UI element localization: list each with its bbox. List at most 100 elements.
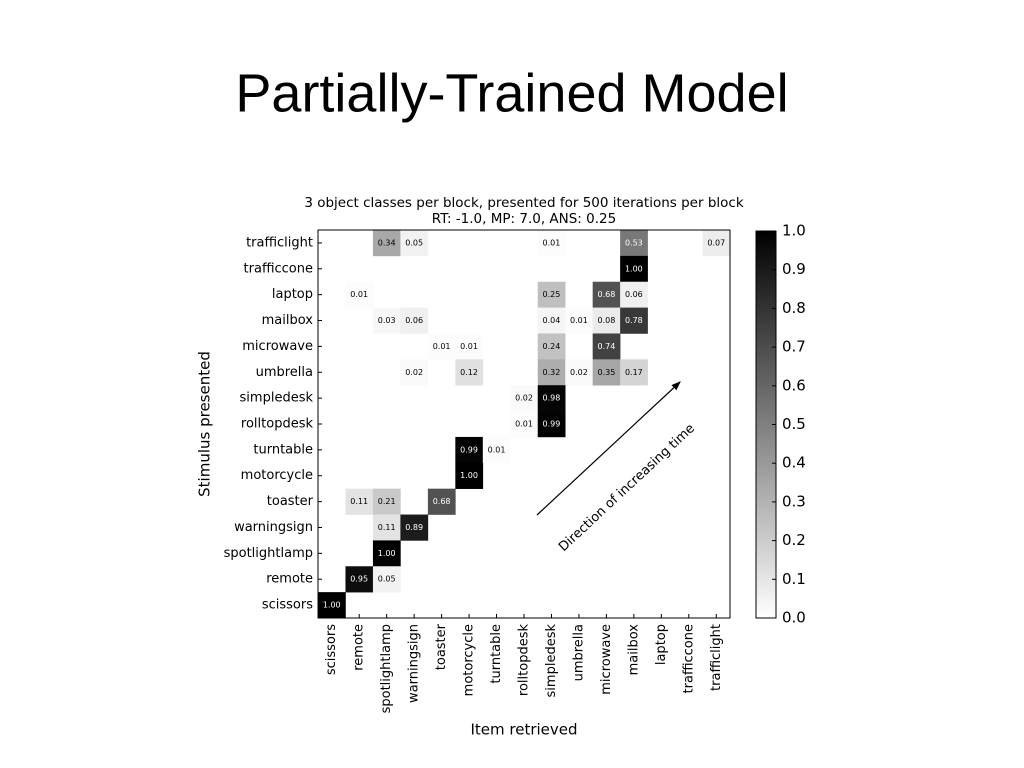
- colorbar-tick-label: 0.2: [782, 531, 806, 549]
- cell-label: 1.00: [625, 264, 643, 273]
- heat-cell: [318, 592, 346, 619]
- cell-label: 0.05: [378, 575, 396, 584]
- cell-label: 0.01: [543, 238, 561, 247]
- y-tick-label: trafficlight: [246, 235, 313, 250]
- y-tick-label: microwave: [242, 339, 313, 354]
- heat-cell: [537, 411, 566, 438]
- heat-cell: [455, 462, 484, 489]
- cell-label: 0.35: [597, 368, 615, 377]
- cell-label: 0.68: [433, 497, 451, 506]
- y-tick-label: motorcycle: [241, 468, 313, 483]
- heat-cell: [592, 359, 621, 386]
- y-tick-label: laptop: [272, 287, 313, 302]
- heat-cell: [372, 307, 401, 334]
- cell-label: 0.17: [625, 368, 643, 377]
- x-axis-label: Item retrieved: [470, 721, 577, 739]
- y-tick-label: trafficcone: [244, 261, 313, 276]
- heat-cell: [455, 436, 484, 464]
- cell-label: 0.05: [405, 238, 423, 247]
- cell-label: 0.12: [460, 368, 478, 377]
- cell-label: 0.07: [707, 238, 725, 247]
- heat-cell: [372, 488, 401, 515]
- heat-cell: [427, 488, 456, 515]
- cell-label: 0.01: [515, 420, 533, 429]
- annotation: Direction of increasing time: [556, 421, 698, 555]
- cell-label: 0.01: [433, 342, 451, 351]
- cell-label: 0.53: [625, 238, 643, 247]
- chart-subtitle: RT: -1.0, MP: 7.0, ANS: 0.25: [432, 211, 616, 227]
- heat-cell: [455, 333, 484, 360]
- colorbar-tick-label: 0.0: [782, 609, 806, 627]
- cell-label: 1.00: [378, 549, 396, 558]
- x-tick-label: spotlightlamp: [379, 624, 394, 713]
- cell-label: 0.08: [597, 316, 615, 325]
- heat-cell: [482, 436, 511, 464]
- x-tick-label: microwave: [599, 624, 614, 695]
- colorbar-tick-label: 0.7: [782, 338, 806, 356]
- y-tick-label: simpledesk: [240, 391, 314, 406]
- heat-cell: [537, 333, 566, 360]
- cell-label: 0.02: [570, 368, 588, 377]
- heat-cell: [537, 281, 566, 308]
- x-tick-label: umbrella: [571, 624, 586, 681]
- x-tick-label: remote: [352, 624, 367, 671]
- x-tick-label: simpledesk: [544, 624, 559, 698]
- cell-label: 0.25: [543, 290, 561, 299]
- cell-label: 0.03: [378, 316, 396, 325]
- y-tick-label: spotlightlamp: [224, 546, 313, 561]
- heat-cell: [620, 281, 648, 308]
- x-tick-label: motorcycle: [462, 624, 477, 696]
- y-tick-label: rolltopdesk: [241, 417, 314, 432]
- x-tick-label: trafficcone: [681, 624, 696, 693]
- colorbar-tick-label: 0.5: [782, 415, 806, 433]
- heat-cell: [537, 230, 566, 257]
- heat-cell: [702, 230, 731, 257]
- colorbar-tick-label: 0.9: [782, 260, 806, 278]
- colorbar-tick-label: 0.1: [782, 570, 806, 588]
- heat-cell: [510, 411, 539, 438]
- cell-label: 0.02: [405, 368, 423, 377]
- y-tick-label: umbrella: [256, 365, 313, 380]
- cell-label: 0.95: [350, 575, 368, 584]
- cell-label: 0.68: [597, 290, 615, 299]
- cell-label: 1.00: [323, 601, 341, 610]
- heat-cell: [537, 307, 566, 334]
- heat-cell: [592, 333, 621, 360]
- heat-cell: [400, 359, 429, 386]
- cell-label: 0.74: [597, 342, 615, 351]
- x-tick-label: rolltopdesk: [517, 624, 532, 697]
- cell-label: 0.89: [405, 523, 423, 532]
- cell-label: 0.32: [543, 368, 561, 377]
- heat-cell: [345, 488, 374, 515]
- cell-label: 0.78: [625, 316, 643, 325]
- colorbar-tick-label: 0.3: [782, 492, 806, 510]
- cell-label: 0.99: [460, 445, 478, 454]
- slide-title: Partially-Trained Model: [235, 63, 788, 123]
- x-tick-label: laptop: [654, 624, 669, 665]
- cell-label: 0.34: [378, 238, 396, 247]
- cell-label: 0.01: [350, 290, 368, 299]
- cell-label: 0.21: [378, 497, 396, 506]
- heat-cell: [400, 514, 429, 541]
- heat-cell: [565, 307, 593, 334]
- heat-cell: [400, 230, 429, 257]
- heat-cell: [427, 333, 456, 360]
- chart-title: 3 object classes per block, presented fo…: [304, 195, 744, 211]
- y-tick-label: scissors: [262, 598, 313, 613]
- x-tick-label: toaster: [434, 623, 449, 670]
- x-tick-label: turntable: [489, 624, 504, 684]
- x-tick-label: mailbox: [626, 624, 641, 676]
- cell-label: 0.01: [570, 316, 588, 325]
- heat-cell: [620, 359, 648, 386]
- x-tick-label: scissors: [324, 624, 339, 675]
- time-arrow: [536, 381, 681, 516]
- colorbar-tick-label: 0.8: [782, 299, 806, 317]
- y-tick-label: turntable: [253, 442, 313, 457]
- heat-cell: [592, 307, 621, 334]
- colorbar-tick-label: 0.4: [782, 454, 806, 472]
- y-tick-label: mailbox: [262, 313, 314, 328]
- cell-label: 0.11: [378, 523, 396, 532]
- heat-cell: [620, 307, 648, 334]
- colorbar-tick-label: 1.0: [782, 222, 806, 240]
- heat-cell: [345, 281, 374, 308]
